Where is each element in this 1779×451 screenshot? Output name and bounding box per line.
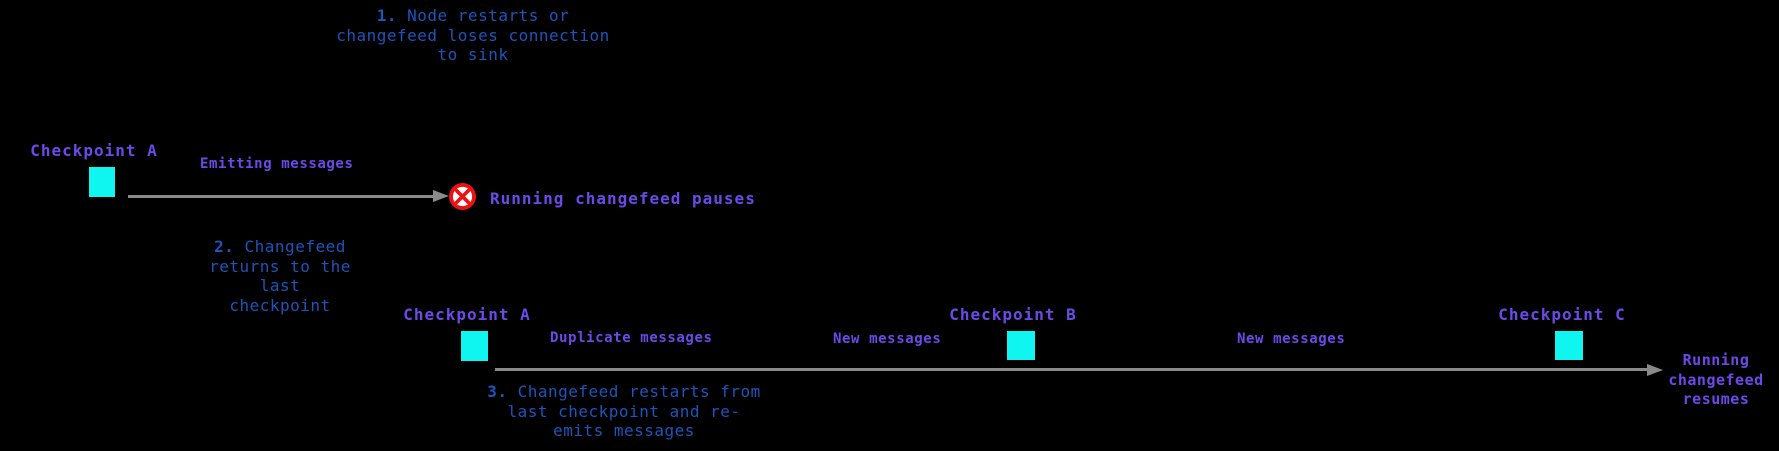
- checkpoint-b-label: Checkpoint B: [949, 305, 1077, 324]
- running-changefeed-resumes-label: Running changefeed resumes: [1668, 351, 1764, 408]
- note-step-1-text: Node restarts or changefeed loses connec…: [336, 6, 610, 64]
- note-step-2-text: Changefeed returns to the last checkpoin…: [209, 237, 351, 315]
- arrow-head-icon-top: [433, 190, 449, 202]
- checkpoint-a-marker-top: [89, 167, 115, 197]
- timeline-arrow-top: [128, 195, 434, 198]
- note-step-3: 3. Changefeed restarts from last checkpo…: [474, 382, 774, 441]
- note-step-1-number: 1.: [376, 6, 397, 25]
- changefeed-pause-error-icon: [449, 183, 476, 210]
- note-step-3-text: Changefeed restarts from last checkpoint…: [507, 382, 761, 440]
- timeline-arrow-bottom: [495, 368, 1647, 371]
- checkpoint-a-marker-bottom: [461, 331, 488, 361]
- checkpoint-a-label-top: Checkpoint A: [30, 141, 158, 160]
- emitting-messages-label: Emitting messages: [200, 156, 354, 172]
- checkpoint-c-marker: [1555, 331, 1583, 360]
- note-step-2-number: 2.: [214, 237, 235, 256]
- duplicate-messages-label: Duplicate messages: [550, 330, 713, 346]
- new-messages-label-1: New messages: [833, 331, 942, 347]
- note-step-3-number: 3.: [487, 382, 508, 401]
- note-step-1: 1. Node restarts or changefeed loses con…: [323, 6, 623, 65]
- new-messages-label-2: New messages: [1237, 331, 1346, 347]
- checkpoint-a-label-bottom: Checkpoint A: [403, 305, 531, 324]
- note-step-2: 2. Changefeed returns to the last checkp…: [180, 237, 380, 315]
- arrow-head-icon-bottom: [1647, 364, 1663, 376]
- checkpoint-c-label: Checkpoint C: [1498, 305, 1626, 324]
- checkpoint-b-marker: [1007, 331, 1035, 360]
- running-changefeed-pauses-label: Running changefeed pauses: [490, 189, 756, 208]
